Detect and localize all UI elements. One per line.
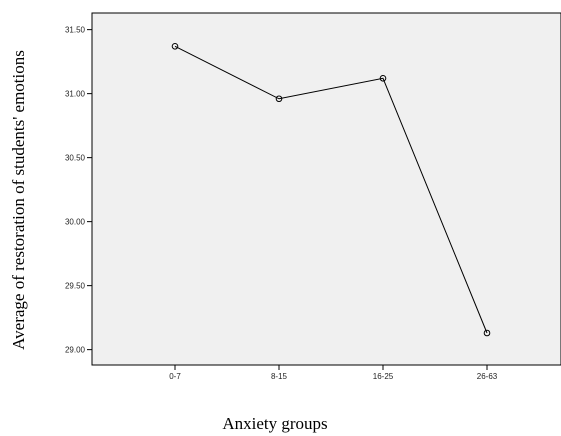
y-tick-label: 31.00: [65, 90, 86, 99]
y-tick-label: 30.50: [65, 154, 86, 163]
y-axis: 29.00 29.50 30.00 30.50 31.00 31.50: [65, 26, 92, 355]
y-tick-label: 31.50: [65, 26, 86, 35]
x-tick-label: 8-15: [271, 372, 288, 381]
data-point-marker: [275, 95, 283, 103]
data-point-marker: [379, 74, 387, 82]
data-point-marker: [483, 329, 491, 337]
data-point-marker: [171, 42, 179, 50]
y-tick-label: 29.00: [65, 346, 86, 355]
x-axis: 0-7 8-15 16-25 26-63: [169, 365, 498, 381]
y-axis-title: Average of restoration of students' emot…: [9, 50, 28, 350]
y-tick-label: 29.50: [65, 282, 86, 291]
series-line: [174, 45, 488, 334]
series-layer: [171, 42, 491, 337]
x-tick-label: 0-7: [169, 372, 181, 381]
x-tick-label: 26-63: [477, 372, 498, 381]
y-tick-label: 30.00: [65, 218, 86, 227]
plot-area: [91, 12, 561, 366]
x-tick-label: 16-25: [373, 372, 394, 381]
x-axis-title: Anxiety groups: [222, 414, 327, 433]
